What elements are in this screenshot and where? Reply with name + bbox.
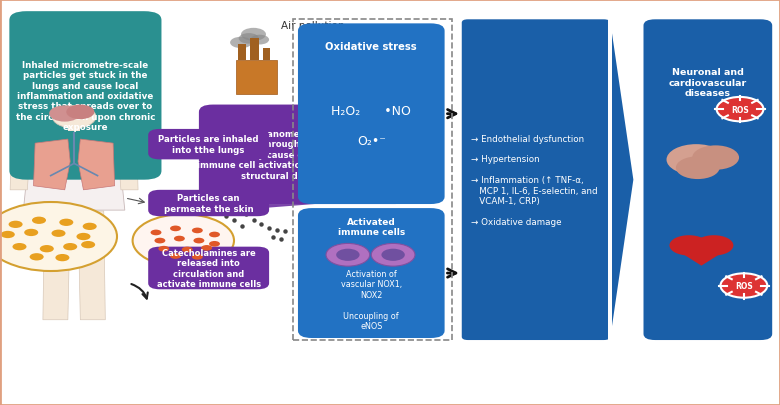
Circle shape — [83, 223, 97, 230]
Circle shape — [170, 254, 181, 259]
Circle shape — [336, 249, 360, 261]
Polygon shape — [10, 136, 31, 190]
FancyBboxPatch shape — [199, 105, 410, 205]
Polygon shape — [672, 247, 731, 266]
Polygon shape — [23, 134, 125, 211]
Circle shape — [63, 243, 77, 251]
Circle shape — [250, 36, 269, 45]
Text: H₂O₂      •NO

O₂•⁻: H₂O₂ •NO O₂•⁻ — [332, 105, 411, 148]
Circle shape — [694, 236, 733, 256]
FancyBboxPatch shape — [644, 20, 772, 340]
Circle shape — [9, 221, 23, 228]
Text: → Endothelial dysfunction

→ Hypertension

→ Inflammation (↑ TNF-α,
   MCP 1, IL: → Endothelial dysfunction → Hypertension… — [471, 134, 597, 226]
Circle shape — [76, 233, 90, 241]
Circle shape — [158, 246, 169, 252]
Polygon shape — [608, 20, 612, 340]
Circle shape — [55, 254, 69, 262]
Circle shape — [381, 249, 405, 261]
FancyBboxPatch shape — [236, 61, 277, 95]
Circle shape — [133, 215, 234, 267]
Circle shape — [675, 157, 720, 180]
Text: Particles can
permeate the skin: Particles can permeate the skin — [164, 194, 254, 213]
Circle shape — [326, 244, 370, 266]
FancyBboxPatch shape — [148, 247, 269, 290]
Circle shape — [693, 146, 739, 170]
Polygon shape — [48, 180, 115, 202]
Circle shape — [66, 105, 94, 120]
Text: Inhaled micrometre-scale
particles get stuck in the
lungs and cause local
inflam: Inhaled micrometre-scale particles get s… — [16, 61, 155, 132]
Text: ROS: ROS — [731, 105, 749, 114]
FancyBboxPatch shape — [9, 12, 161, 180]
Circle shape — [40, 245, 54, 253]
FancyBboxPatch shape — [148, 130, 269, 160]
Circle shape — [669, 236, 708, 256]
Polygon shape — [183, 205, 315, 215]
Circle shape — [209, 232, 220, 238]
Text: Air pollution: Air pollution — [281, 21, 344, 31]
Bar — [68, 119, 80, 132]
Circle shape — [12, 243, 27, 251]
Text: Inhaled nanometre-scale particles
transmigrate through the alveolar cell layers
: Inhaled nanometre-scale particles transm… — [195, 130, 413, 180]
Circle shape — [30, 254, 44, 261]
Circle shape — [49, 106, 80, 122]
Circle shape — [151, 230, 161, 236]
Polygon shape — [610, 20, 633, 340]
Circle shape — [170, 226, 181, 232]
Polygon shape — [34, 140, 70, 190]
Circle shape — [24, 229, 38, 237]
Text: Catecholamines are
released into
circulation and
activate immune cells: Catecholamines are released into circula… — [157, 248, 261, 288]
Circle shape — [81, 241, 95, 249]
FancyBboxPatch shape — [250, 38, 259, 61]
Polygon shape — [78, 211, 105, 320]
Text: Oxidative stress: Oxidative stress — [325, 42, 417, 51]
Text: Activation of
vascular NOX1,
NOX2

Uncoupling of
eNOS: Activation of vascular NOX1, NOX2 Uncoup… — [341, 269, 402, 330]
Circle shape — [230, 38, 252, 49]
Polygon shape — [78, 140, 115, 190]
Circle shape — [721, 274, 768, 298]
Text: Particles are inhaled
into tthe lungs: Particles are inhaled into tthe lungs — [158, 135, 259, 154]
FancyBboxPatch shape — [148, 190, 269, 217]
Text: ROS: ROS — [735, 281, 753, 290]
Bar — [292, 20, 452, 340]
Circle shape — [182, 247, 193, 253]
Circle shape — [193, 238, 204, 244]
Circle shape — [154, 238, 165, 244]
Text: Neuronal and
cardiovascular
diseases: Neuronal and cardiovascular diseases — [668, 68, 747, 98]
Circle shape — [201, 245, 212, 251]
Polygon shape — [43, 211, 70, 320]
Circle shape — [32, 217, 46, 224]
FancyBboxPatch shape — [238, 45, 246, 61]
Circle shape — [51, 230, 66, 237]
Circle shape — [192, 254, 203, 260]
FancyBboxPatch shape — [263, 49, 270, 61]
Circle shape — [717, 98, 764, 122]
Circle shape — [209, 241, 220, 247]
Circle shape — [59, 219, 73, 226]
Bar — [630, 20, 638, 340]
Circle shape — [174, 236, 185, 242]
FancyBboxPatch shape — [298, 24, 445, 205]
Circle shape — [192, 228, 203, 234]
FancyBboxPatch shape — [462, 20, 610, 340]
Circle shape — [239, 34, 259, 45]
Polygon shape — [117, 136, 138, 190]
Circle shape — [241, 29, 266, 42]
Text: Activated
immune cells: Activated immune cells — [338, 217, 405, 237]
Circle shape — [0, 202, 117, 271]
Circle shape — [371, 244, 415, 266]
FancyBboxPatch shape — [298, 209, 445, 338]
Circle shape — [52, 106, 96, 129]
Circle shape — [666, 145, 725, 175]
Circle shape — [1, 231, 15, 239]
